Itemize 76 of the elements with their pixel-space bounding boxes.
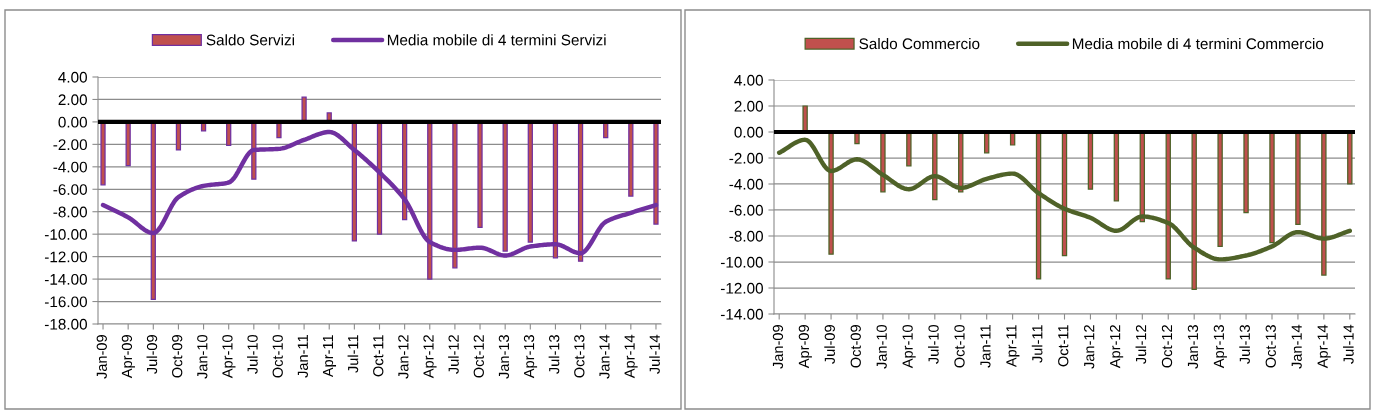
x-tick-label: Apr-10	[902, 324, 916, 369]
x-tick-label: Oct-12	[1161, 325, 1173, 368]
y-tick-label: -16.00	[44, 296, 87, 308]
x-tick-label: Jul-11	[347, 335, 359, 373]
x-tick-label: Jan-09	[96, 335, 107, 379]
x-tick-label: Jan-11	[980, 325, 991, 368]
y-tick-label: -14.00	[44, 273, 87, 285]
x-tick-label: Apr-14	[624, 334, 638, 379]
x-tick-label: Oct-09	[172, 335, 183, 378]
y-tick-label: -8.00	[729, 230, 763, 242]
x-tick-label: Jan-14	[1291, 324, 1302, 369]
x-tick-label: Jan-11	[297, 335, 309, 378]
x-tick-label: Apr-09	[798, 325, 812, 369]
x-tick-label: Jul-14	[649, 334, 660, 374]
x-tick-label: Apr-10	[222, 334, 236, 379]
x-tick-label: Jul-10	[928, 324, 939, 364]
y-tick-label: -2.00	[53, 139, 87, 151]
x-tick-label: Jul-13	[1239, 325, 1250, 364]
y-tick-label: -12.00	[44, 251, 87, 263]
x-tick-label: Apr-11	[1006, 325, 1020, 368]
x-tick-label: Jul-09	[146, 335, 158, 374]
x-tick-label: Jul-10	[247, 334, 258, 374]
x-tick-label: Apr-09	[121, 335, 135, 379]
x-tick-label: Oct-11	[373, 335, 384, 377]
y-tick-label: -10.00	[44, 229, 87, 240]
x-tick-label: Oct-11	[1058, 325, 1069, 367]
x-tick-label: Apr-13	[1213, 325, 1227, 369]
x-tick-label: Oct-10	[954, 324, 965, 368]
y-tick-label: 4.00	[734, 74, 763, 86]
x-tick-label: Apr-11	[322, 335, 337, 378]
x-tick-label: Jul-11	[1031, 325, 1043, 363]
y-tick-label: -10.00	[720, 256, 763, 268]
x-tick-label: Apr-12	[1109, 325, 1124, 369]
legend-label: Saldo Servizi	[206, 34, 295, 46]
x-tick-label: Oct-09	[850, 325, 861, 368]
bar	[301, 96, 307, 123]
x-tick-label: Oct-12	[473, 335, 484, 378]
x-tick-label: Jan-13	[1187, 325, 1199, 369]
legend-label: Media mobile di 4 termini Commercio	[1072, 37, 1324, 50]
y-tick-label: -12.00	[720, 282, 763, 294]
x-tick-label: Apr-13	[523, 335, 538, 379]
x-tick-label: Jan-10	[876, 324, 887, 369]
x-tick-label: Jul-12	[448, 335, 459, 374]
y-tick-label: -8.00	[53, 206, 87, 218]
x-tick-label: Oct-13	[574, 335, 585, 378]
x-tick-label: Jan-12	[398, 335, 409, 379]
x-tick-label: Jan-10	[197, 334, 208, 379]
x-tick-label: Jan-12	[1084, 325, 1095, 369]
y-tick-label: 0.00	[734, 126, 763, 138]
y-tick-label: 0.00	[58, 116, 87, 128]
x-tick-label: Jul-09	[824, 325, 835, 364]
y-tick-label: 2.00	[58, 94, 87, 106]
x-tick-label: Jan-13	[498, 335, 510, 379]
bar	[628, 121, 634, 197]
bar	[100, 121, 106, 186]
y-tick-label: 2.00	[734, 100, 763, 112]
x-tick-label: Oct-13	[1265, 325, 1276, 368]
legend-label: Media mobile di 4 termini Servizi	[387, 34, 606, 46]
x-tick-label: Apr-14	[1317, 324, 1331, 369]
y-tick-label: -2.00	[729, 152, 763, 164]
x-tick-label: Jul-14	[1343, 324, 1354, 364]
y-tick-label: -6.00	[53, 184, 87, 195]
legend-label: Saldo Commercio	[859, 37, 980, 50]
x-tick-label: Oct-10	[272, 334, 283, 378]
y-tick-label: 4.00	[58, 71, 87, 83]
y-tick-label: -4.00	[53, 161, 87, 173]
y-tick-label: -14.00	[720, 308, 763, 320]
x-tick-label: Jul-13	[548, 335, 560, 374]
y-tick-label: -6.00	[729, 204, 763, 216]
y-tick-label: -18.00	[44, 318, 87, 330]
x-tick-label: Jan-14	[599, 334, 610, 379]
y-tick-label: -4.00	[729, 178, 763, 190]
bar	[477, 121, 483, 229]
x-tick-label: Apr-12	[423, 335, 437, 379]
x-tick-label: Jul-12	[1135, 325, 1147, 364]
x-tick-label: Jan-09	[772, 325, 784, 369]
